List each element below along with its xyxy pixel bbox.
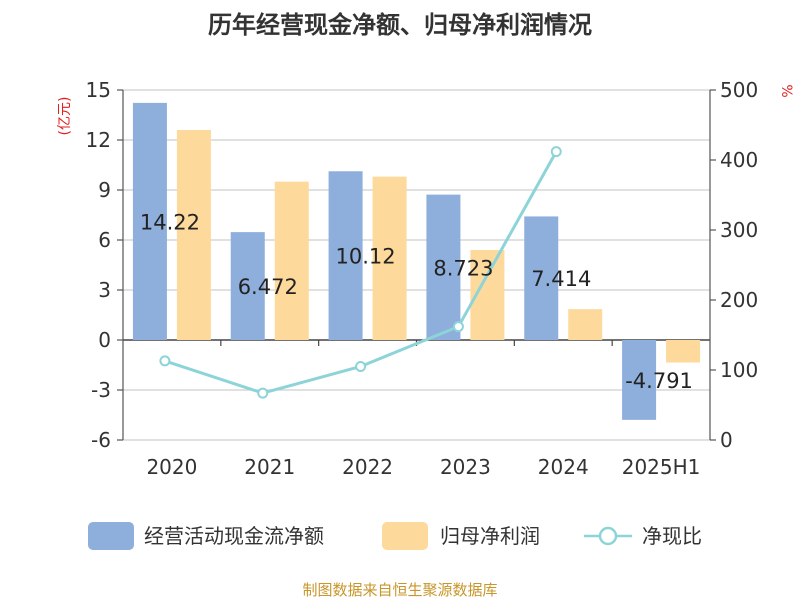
bar-operating-cash-flow xyxy=(524,216,559,340)
legend-label-net-profit: 归母净利润 xyxy=(440,524,540,548)
left-axis-tick-label: -3 xyxy=(91,378,111,402)
ratio-point xyxy=(452,321,464,333)
x-axis-category-label: 2022 xyxy=(342,455,393,479)
legend-swatch-operating-cash-flow xyxy=(88,522,134,550)
x-axis-category-label: 2021 xyxy=(244,455,295,479)
left-axis-tick-label: 15 xyxy=(86,78,111,102)
right-axis-tick-label: 0 xyxy=(720,428,733,452)
data-label-operating-cash-flow: 8.723 xyxy=(433,256,493,280)
left-axis-tick-label: 6 xyxy=(98,228,111,252)
source-note: 制图数据来自恒生聚源数据库 xyxy=(302,581,497,599)
bars xyxy=(132,102,701,420)
bar-net-profit xyxy=(666,340,701,363)
bar-net-profit xyxy=(176,130,211,340)
right-axis-tick-label: 400 xyxy=(720,148,758,172)
ratio-point xyxy=(159,355,171,367)
data-label-operating-cash-flow: 10.12 xyxy=(336,245,396,269)
axes: 15 12 9 6 3 0 -3 -6 500 400 300 200 100 0 2020 2021 2022… xyxy=(86,78,759,479)
bar-net-profit xyxy=(568,309,603,340)
bar-operating-cash-flow xyxy=(622,340,657,420)
left-axis-tick-label: 12 xyxy=(86,128,111,152)
data-label-operating-cash-flow: 6.472 xyxy=(238,275,298,299)
ratio-point xyxy=(550,146,562,158)
right-axis-tick-label: 200 xyxy=(720,288,758,312)
legend-marker-ratio xyxy=(598,526,618,546)
legend-label-ratio: 净现比 xyxy=(642,524,702,548)
ratio-point xyxy=(355,361,367,372)
x-axis-category-label: 2025H1 xyxy=(622,455,701,479)
left-axis-tick-label: 9 xyxy=(98,178,111,202)
right-axis-tick-label: 500 xyxy=(720,78,758,102)
right-axis-tick-label: 300 xyxy=(720,218,758,242)
legend-swatch-net-profit xyxy=(382,522,428,550)
bar-operating-cash-flow xyxy=(230,232,265,340)
x-axis-category-label: 2024 xyxy=(538,455,589,479)
ratio-line xyxy=(159,146,562,399)
bar-net-profit xyxy=(372,176,407,340)
grid xyxy=(123,89,710,441)
chart-title: 历年经营现金净额、归母净利润情况 xyxy=(208,11,592,39)
bar-operating-cash-flow xyxy=(132,102,167,340)
data-label-operating-cash-flow: 14.22 xyxy=(140,210,200,234)
data-label-operating-cash-flow: -4.791 xyxy=(625,369,693,393)
bar-net-profit xyxy=(274,181,309,340)
x-axis-category-label: 2020 xyxy=(146,455,197,479)
left-axis-tick-label: -6 xyxy=(91,428,111,452)
legend-label-operating-cash-flow: 经营活动现金流净额 xyxy=(144,524,324,548)
left-axis-tick-label: 3 xyxy=(98,278,111,302)
bar-operating-cash-flow xyxy=(328,171,363,340)
left-axis-tick-label: 0 xyxy=(98,328,111,352)
bar-operating-cash-flow xyxy=(426,194,461,340)
ratio-point xyxy=(257,387,269,399)
right-axis-unit: % xyxy=(778,84,794,97)
data-label-operating-cash-flow: 7.414 xyxy=(531,267,591,291)
data-labels: 14.22 6.472 10.12 8.723 7.414 -4.791 xyxy=(140,210,693,392)
x-axis-category-label: 2023 xyxy=(440,455,491,479)
left-axis-unit: (亿元) xyxy=(57,97,73,136)
legend: 经营活动现金流净额 归母净利润 净现比 xyxy=(88,522,702,550)
right-axis-tick-label: 100 xyxy=(720,358,758,382)
